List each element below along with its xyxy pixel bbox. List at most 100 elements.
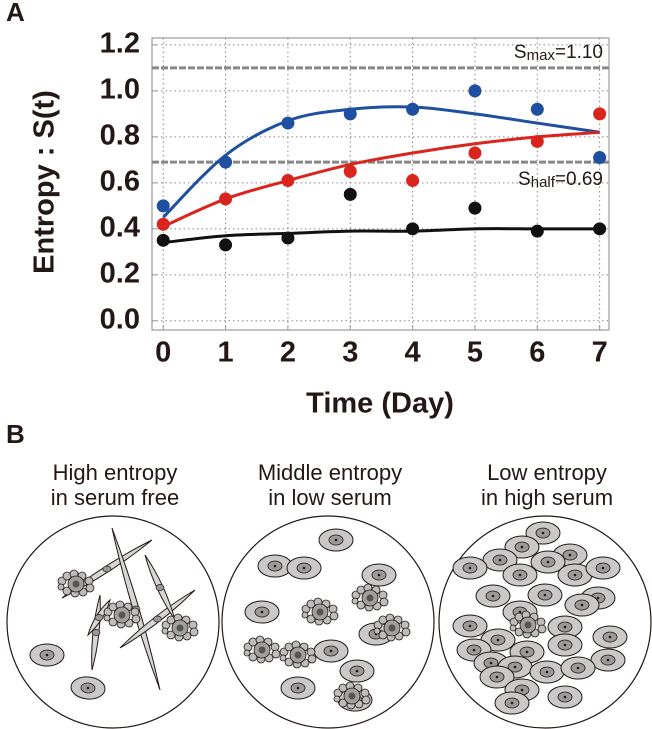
- blebs: [131, 614, 141, 624]
- blebs: [356, 600, 366, 610]
- apoptotic-nucleus: [72, 580, 80, 588]
- y-axis-title: Entropy : S(t): [29, 90, 61, 274]
- apoptotic-nucleus: [366, 594, 374, 602]
- data-point: [156, 217, 170, 231]
- panel-title: Middle entropy: [258, 460, 402, 485]
- cell: [482, 548, 518, 572]
- apoptotic-cell: [243, 635, 281, 664]
- cell: [280, 676, 316, 700]
- panel-title: Low entropy: [487, 460, 607, 485]
- apoptotic-nucleus: [176, 624, 184, 632]
- blebs: [301, 611, 309, 619]
- cell: [452, 556, 488, 580]
- cell: [494, 691, 530, 715]
- plot-frame: [151, 37, 610, 331]
- panel-title: in high serum: [481, 485, 613, 510]
- blebs: [271, 649, 281, 659]
- reference-label: Smax=1.10: [514, 42, 603, 64]
- x-tick-label: 5: [467, 337, 483, 369]
- data-point: [593, 151, 607, 165]
- data-point: [406, 174, 420, 188]
- cell: [361, 563, 397, 587]
- cell: [585, 556, 621, 580]
- blebs: [537, 624, 547, 634]
- data-point: [406, 222, 420, 236]
- apoptotic-cell: [333, 681, 371, 710]
- blebs: [284, 657, 294, 667]
- cell-nucleolus: [377, 573, 381, 577]
- data-point: [343, 187, 357, 201]
- data-point: [406, 102, 420, 116]
- y-tick-label: 0.4: [100, 211, 140, 243]
- cell: [313, 639, 349, 663]
- fibroblast-nucleus: [102, 565, 112, 573]
- blebs: [373, 627, 381, 635]
- panel-label: A: [6, 0, 25, 27]
- blebs: [279, 654, 287, 662]
- cell-nucleolus: [45, 653, 49, 657]
- cell-nucleolus: [546, 560, 550, 564]
- panel-title: High entropy: [53, 460, 178, 485]
- y-tick-label: 1.0: [100, 74, 140, 106]
- data-point: [219, 192, 233, 206]
- blebs: [338, 698, 348, 708]
- reference-subscript: half: [531, 174, 556, 191]
- apoptotic-cell: [279, 640, 317, 669]
- data-point: [530, 102, 544, 116]
- y-tick-label: 0.0: [100, 303, 140, 335]
- cell-nucleolus: [543, 593, 547, 597]
- cell-nucleolus: [329, 649, 333, 653]
- fibroblast-nucleus: [153, 615, 162, 623]
- cell-nucleolus: [489, 661, 493, 665]
- reference-value: =0.69: [555, 169, 603, 190]
- cell-nucleolus: [601, 566, 605, 570]
- apoptotic-cell: [103, 600, 141, 629]
- fibroblast-nucleus: [91, 629, 101, 636]
- cell: [479, 665, 515, 689]
- cell-nucleolus: [576, 666, 580, 670]
- x-tick-label: 2: [280, 337, 296, 369]
- cell-nucleolus: [260, 610, 264, 614]
- blebs: [333, 695, 341, 703]
- apoptotic-nucleus: [524, 621, 532, 629]
- fit-curve: [162, 105, 600, 219]
- blebs: [401, 627, 411, 637]
- cell-nucleolus: [568, 553, 572, 557]
- cell: [564, 593, 600, 617]
- panel-title: in low serum: [268, 485, 391, 510]
- data-point: [219, 155, 233, 169]
- cell: [29, 643, 65, 667]
- apoptotic-cell: [301, 597, 339, 626]
- blebs: [57, 583, 65, 591]
- cell-nucleolus: [520, 545, 524, 549]
- apoptotic-cell: [161, 613, 199, 642]
- cell-nucleolus: [525, 650, 529, 654]
- data-point: [530, 134, 544, 148]
- cell: [286, 556, 322, 580]
- blebs: [103, 614, 111, 622]
- y-tick-label: 1.2: [100, 28, 140, 60]
- data-point: [156, 199, 170, 213]
- cell-nucleolus: [563, 695, 567, 699]
- cell-nucleolus: [573, 573, 577, 577]
- x-tick-label: 4: [405, 337, 421, 369]
- cell: [547, 633, 583, 657]
- cell-nucleolus: [468, 566, 472, 570]
- data-point: [593, 107, 607, 121]
- fibroblast-nucleus: [155, 584, 165, 591]
- data-point: [530, 224, 544, 238]
- cell-nucleolus: [545, 670, 549, 674]
- cell: [527, 583, 563, 607]
- cell: [504, 535, 540, 559]
- apoptotic-nucleus: [348, 692, 356, 700]
- cell-nucleolus: [596, 596, 600, 600]
- reference-symbol: S: [514, 42, 527, 63]
- data-point: [343, 107, 357, 121]
- apoptotic-nucleus: [316, 608, 324, 616]
- cell-nucleolus: [468, 624, 472, 628]
- y-tick-label: 0.8: [100, 120, 140, 152]
- apoptotic-nucleus: [118, 611, 126, 619]
- x-tick-label: 1: [217, 337, 233, 369]
- apoptotic-cell: [509, 610, 547, 639]
